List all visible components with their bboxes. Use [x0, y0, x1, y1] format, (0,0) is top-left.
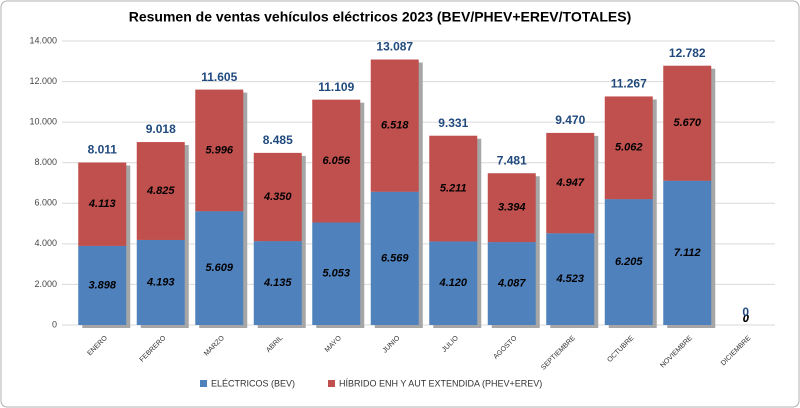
value-label: 5.609 — [205, 262, 233, 274]
total-label: 9.018 — [146, 122, 176, 136]
y-tick-label: 2.000 — [34, 279, 57, 289]
total-label: 11.605 — [201, 70, 237, 84]
bar-segment — [370, 191, 419, 325]
y-tick-label: 14.000 — [29, 35, 57, 45]
total-label: 8.011 — [88, 143, 118, 157]
bar-segment — [78, 162, 127, 246]
bar-segment — [253, 241, 302, 325]
value-label: 0 — [743, 313, 750, 325]
value-label: 3.394 — [498, 202, 526, 214]
value-label: 6.056 — [322, 155, 350, 167]
value-label: 4.087 — [497, 277, 526, 289]
total-label: 7.481 — [497, 153, 527, 167]
value-label: 4.120 — [438, 277, 467, 289]
bar-segment — [253, 152, 302, 242]
value-label: 5.211 — [440, 182, 467, 194]
bar-segment — [312, 99, 361, 223]
total-label: 9.331 — [438, 116, 468, 130]
legend-swatch — [328, 380, 335, 387]
bar-segment — [429, 135, 478, 242]
value-label: 6.518 — [381, 120, 409, 132]
bar-segment — [195, 211, 244, 325]
y-tick-label: 8.000 — [34, 157, 57, 167]
value-label: 6.205 — [615, 256, 643, 268]
value-label: 4.135 — [263, 277, 292, 289]
value-label: 5.670 — [673, 117, 701, 129]
bar-segment — [604, 199, 653, 325]
value-label: 4.825 — [146, 185, 175, 197]
bar-segment — [546, 233, 595, 325]
y-tick-label: 6.000 — [34, 198, 57, 208]
bar-segment — [370, 59, 419, 192]
y-tick-label: 12.000 — [29, 76, 57, 86]
value-label: 7.112 — [674, 247, 701, 259]
value-label: 4.193 — [146, 276, 175, 288]
total-label: 13.087 — [376, 40, 413, 54]
value-label: 4.947 — [555, 177, 584, 189]
total-label: 9.470 — [555, 113, 585, 127]
y-tick-label: 10.000 — [29, 117, 57, 127]
bar-segment — [663, 180, 712, 325]
bar-segment — [604, 96, 653, 200]
value-label: 5.062 — [615, 142, 643, 154]
legend-swatch — [200, 380, 207, 387]
total-label: 0 — [742, 305, 749, 319]
bar-segment — [136, 142, 185, 240]
legend-label: HÍBRIDO ENH Y AUT EXTENDIDA (PHEV+EREV) — [339, 378, 542, 388]
value-label: 6.569 — [381, 252, 409, 264]
bar-segment — [429, 241, 478, 325]
bar-segment — [312, 222, 361, 325]
total-label: 11.267 — [611, 77, 647, 91]
y-tick-label: 4.000 — [34, 238, 57, 248]
bar-segment — [195, 89, 244, 212]
value-label: 5.053 — [322, 268, 350, 280]
value-label: 4.523 — [555, 273, 584, 285]
value-label: 4.113 — [88, 198, 116, 210]
bar-segment — [78, 245, 127, 325]
chart-title: Resumen de ventas vehículos eléctricos 2… — [129, 9, 632, 25]
value-label: 4.350 — [263, 191, 292, 203]
bar-segment — [136, 239, 185, 325]
total-label: 11.109 — [318, 80, 354, 94]
total-label: 8.485 — [263, 133, 293, 147]
bar-segment — [663, 65, 712, 181]
total-label: 12.782 — [669, 46, 706, 60]
bar-segment — [487, 242, 536, 325]
value-label: 3.898 — [88, 279, 116, 291]
y-tick-label: 0 — [52, 319, 57, 329]
value-label: 0 — [743, 313, 750, 325]
bar-segment — [546, 132, 595, 234]
value-label: 5.996 — [205, 144, 233, 156]
legend-label: ELÉCTRICOS (BEV) — [211, 378, 295, 388]
bar-segment — [487, 173, 536, 243]
